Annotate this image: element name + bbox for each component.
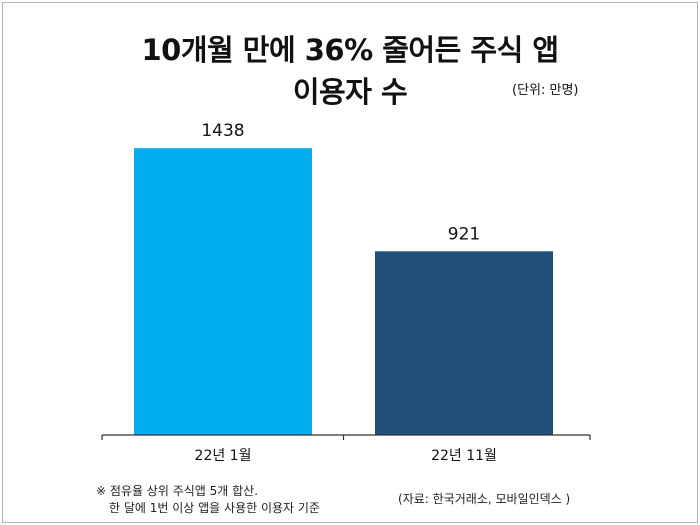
unit-note: (단위: 만명) xyxy=(512,83,579,98)
source-note: (자료: 한국거래소, 모바일인덱스 ) xyxy=(398,492,571,506)
bar-value-label-1: 1438 xyxy=(201,121,244,141)
x-tick-label-1: 22년 1월 xyxy=(195,448,252,464)
chart-title-line-1: 10개월 만에 36% 줄어든 주식 앱 xyxy=(141,33,559,67)
chart-title-line-2: 이용자 수 xyxy=(292,75,408,109)
bar-value-label-2: 921 xyxy=(448,224,480,244)
x-tick-label-2: 22년 11월 xyxy=(431,448,497,464)
footnote-line-2: 한 달에 1번 이상 앱을 사용한 이용자 기준 xyxy=(109,501,320,515)
bar-1 xyxy=(134,148,312,435)
footnote: ※ 점유율 상위 주식앱 5개 합산. 한 달에 1번 이상 앱을 사용한 이용… xyxy=(96,483,320,517)
bar-2 xyxy=(375,251,553,435)
footnote-line-1: ※ 점유율 상위 주식앱 5개 합산. xyxy=(96,484,259,498)
